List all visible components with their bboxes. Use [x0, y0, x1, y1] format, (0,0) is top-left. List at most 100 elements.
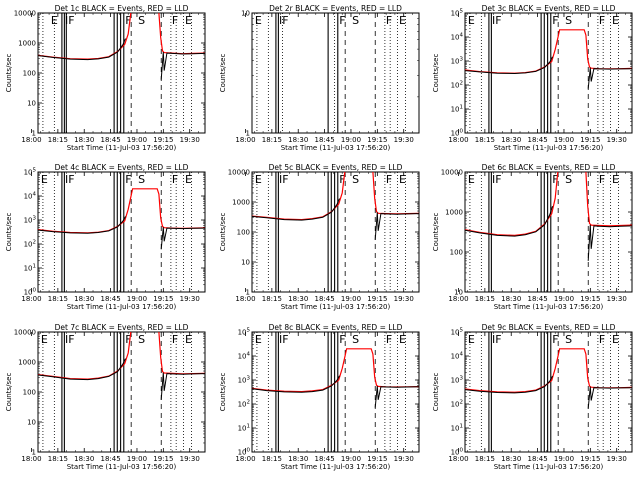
y-tick-label: 1000 [18, 359, 36, 367]
x-tick-label: 19:30 [394, 295, 414, 303]
event-marker-label: E [41, 333, 48, 346]
x-tick-label: 19:30 [607, 455, 627, 463]
y-tick-label: 102 [451, 400, 463, 409]
y-tick-label: 100 [238, 448, 251, 457]
event-marker-label: S [138, 173, 145, 186]
x-tick-label: 19:30 [180, 455, 200, 463]
plot-frame [251, 171, 420, 293]
event-marker-label: F [599, 173, 605, 186]
event-marker-label: S [352, 14, 359, 27]
x-tick-label: 19:00 [554, 295, 574, 303]
panel-title: Det 6c BLACK = Events, RED = LLD [482, 163, 616, 172]
event-marker-label: F [339, 333, 345, 346]
x-tick-label: 18:15 [475, 455, 495, 463]
event-marker-label: S [352, 333, 359, 346]
x-tick-label: 19:00 [127, 455, 147, 463]
x-tick-label: 18:15 [475, 295, 495, 303]
event-marker-label: E [185, 173, 192, 186]
event-marker-label: F [125, 14, 131, 27]
y-tick-label: 10000 [14, 329, 36, 337]
event-marker-label: F [386, 333, 392, 346]
x-tick-label: 19:15 [153, 136, 173, 144]
y-axis-label: Counts/sec [219, 54, 227, 93]
event-marker-label: F [172, 333, 178, 346]
y-tick-label: 100 [451, 129, 464, 138]
event-marker-label: S [138, 14, 145, 27]
panel-title: Det 2r BLACK = Events, RED = LLD [269, 4, 402, 13]
plot-frame [464, 171, 633, 293]
y-tick-label: 1 [32, 449, 36, 457]
event-marker-label: S [138, 333, 145, 346]
y-tick-label: 100 [23, 389, 36, 397]
x-tick-label: 18:45 [528, 295, 548, 303]
y-tick-label: 101 [24, 264, 36, 273]
x-tick-label: 19:15 [580, 136, 600, 144]
events-rate-line [374, 212, 419, 240]
x-tick-label: 18:00 [235, 295, 255, 303]
x-axis-label: Start Time (11-Jul-03 17:56:20) [67, 303, 177, 311]
y-tick-label: 105 [451, 328, 464, 337]
event-marker-label: F [339, 173, 345, 186]
y-tick-label: 10000 [228, 169, 250, 177]
panel-title: Det 4c BLACK = Events, RED = LLD [55, 163, 189, 172]
events-rate-line [465, 375, 553, 394]
event-marker-label: E [185, 333, 192, 346]
x-tick-label: 19:15 [153, 295, 173, 303]
events-rate-line [465, 206, 553, 237]
event-marker-label: E [612, 173, 619, 186]
event-marker-label: F [552, 14, 558, 27]
y-axis-label: Counts/sec [432, 373, 440, 412]
detector-panel-4: Det 4c BLACK = Events, RED = LLD 100 101 10… [5, 163, 206, 311]
y-tick-label: 102 [24, 240, 36, 249]
event-marker-label: E [255, 173, 262, 186]
lld-rate-line [465, 172, 632, 237]
event-marker-label: F [339, 14, 345, 27]
y-tick-label: 10000 [14, 10, 36, 18]
x-tick-label: 19:00 [127, 136, 147, 144]
x-tick-label: 18:15 [48, 136, 68, 144]
x-tick-label: 18:30 [288, 455, 308, 463]
y-tick-label: 1 [246, 130, 250, 138]
y-tick-label: 10000 [441, 169, 463, 177]
x-tick-label: 18:15 [48, 455, 68, 463]
events-rate-line [38, 38, 126, 61]
y-tick-label: 105 [451, 9, 464, 18]
x-tick-label: 19:15 [367, 295, 387, 303]
event-marker-label: S [565, 333, 572, 346]
event-marker-label: E [399, 173, 406, 186]
events-rate-line [160, 372, 205, 400]
x-tick-label: 19:30 [394, 455, 414, 463]
plot-frame [37, 12, 206, 134]
x-tick-label: 18:30 [74, 455, 94, 463]
x-tick-label: 19:00 [341, 295, 361, 303]
x-tick-label: 18:45 [315, 455, 335, 463]
event-marker-label: IF [492, 14, 502, 27]
x-axis-label: Start Time (11-Jul-03 17:56:20) [281, 144, 391, 152]
detector-panel-7: Det 7c BLACK = Events, RED = LLD 1 10 100 10… [5, 323, 206, 471]
plot-frame [464, 331, 633, 453]
x-tick-label: 18:30 [288, 136, 308, 144]
x-tick-label: 18:45 [101, 136, 121, 144]
y-axis-label: Counts/sec [432, 213, 440, 252]
plot-frame [251, 331, 420, 453]
x-tick-label: 18:45 [101, 455, 121, 463]
event-marker-label: IF [65, 173, 75, 186]
panel-title: Det 9c BLACK = Events, RED = LLD [482, 323, 616, 332]
x-tick-label: 19:30 [607, 295, 627, 303]
event-marker-label: IF [279, 173, 289, 186]
event-marker-label: E [255, 333, 262, 346]
detector-panel-9: Det 9c BLACK = Events, RED = LLD 100 101 10… [432, 323, 633, 471]
detector-panel-5: Det 5c BLACK = Events, RED = LLD 1 10 100 10… [219, 163, 420, 311]
y-tick-label: 1000 [445, 209, 463, 217]
y-tick-label: 101 [238, 424, 250, 433]
y-tick-label: 105 [24, 168, 37, 177]
y-axis-label: Counts/sec [219, 373, 227, 412]
events-rate-line [252, 198, 340, 221]
x-tick-label: 18:45 [528, 455, 548, 463]
x-tick-label: 19:00 [554, 136, 574, 144]
y-tick-label: 100 [450, 249, 463, 257]
x-tick-label: 18:00 [21, 136, 41, 144]
x-axis-label: Start Time (11-Jul-03 17:56:20) [494, 144, 604, 152]
y-tick-label: 1 [32, 130, 36, 138]
x-axis-label: Start Time (11-Jul-03 17:56:20) [281, 463, 391, 471]
